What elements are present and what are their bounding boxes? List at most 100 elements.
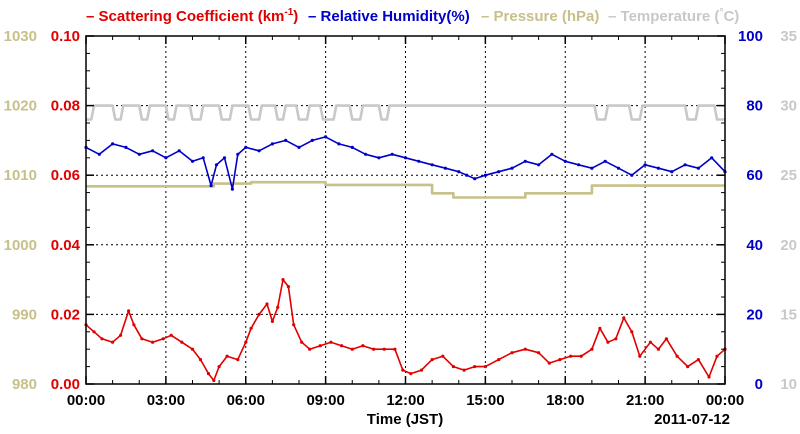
relative-humidity-point xyxy=(616,166,621,170)
scattering-tick-label: 0.10 xyxy=(51,28,80,45)
relative-humidity-point xyxy=(337,142,341,146)
legend-humidity: – Relative Humidity(%) xyxy=(308,8,470,25)
relative-humidity-point xyxy=(111,142,115,146)
relative-humidity-point xyxy=(417,159,421,163)
scattering-coefficient-point xyxy=(225,354,229,358)
scattering-coefficient-point xyxy=(100,337,104,341)
relative-humidity-point xyxy=(177,149,181,153)
relative-humidity-point xyxy=(201,156,205,160)
relative-humidity-point xyxy=(643,163,647,167)
scattering-coefficient-point xyxy=(286,285,290,289)
scattering-coefficient-point xyxy=(217,365,221,369)
scattering-coefficient-point xyxy=(696,358,701,362)
scattering-coefficient-point xyxy=(598,326,602,330)
relative-humidity-point xyxy=(284,138,288,142)
scattering-coefficient-point xyxy=(686,365,690,369)
x-tick-label: 00:00 xyxy=(67,392,105,409)
relative-humidity-point xyxy=(510,166,514,170)
relative-humidity-point xyxy=(443,166,447,170)
scattering-coefficient-point xyxy=(111,340,115,344)
scattering-coefficient-point xyxy=(161,337,165,341)
relative-humidity-point xyxy=(297,145,301,149)
relative-humidity-point xyxy=(497,170,501,174)
relative-humidity-point xyxy=(523,159,527,163)
scattering-coefficient-point xyxy=(92,330,96,334)
relative-humidity-point xyxy=(257,149,261,153)
temperature-line xyxy=(86,104,725,121)
scattering-coefficient-point xyxy=(409,372,413,376)
relative-humidity-point xyxy=(590,166,594,170)
scattering-coefficient-point xyxy=(318,344,322,348)
legend: – Scattering Coefficient (km-1) – Relati… xyxy=(86,7,739,25)
pressure-tick-label: 1020 xyxy=(4,98,37,115)
scattering-tick-label: 0.00 xyxy=(51,376,80,393)
x-tick-label: 00:00 xyxy=(706,392,744,409)
temperature-tick-label: 35 xyxy=(780,28,797,45)
humidity-tick-label: 100 xyxy=(738,28,763,45)
scattering-coefficient-point xyxy=(270,319,274,323)
relative-humidity-point xyxy=(124,145,128,149)
relative-humidity-point xyxy=(630,173,634,177)
scattering-coefficient-point xyxy=(265,302,269,306)
relative-humidity-point xyxy=(696,166,701,170)
legend-temperature: – Temperature (°C) xyxy=(608,7,739,25)
scattering-coefficient-point xyxy=(350,347,354,351)
scattering-coefficient-point xyxy=(206,372,211,376)
scattering-coefficient-point xyxy=(614,337,618,341)
scattering-coefficient-point xyxy=(257,312,261,316)
relative-humidity-point xyxy=(310,138,314,142)
scattering-coefficient-point xyxy=(308,347,312,351)
relative-humidity-point xyxy=(577,163,581,167)
scattering-coefficient-point xyxy=(656,347,661,351)
scattering-coefficient-point xyxy=(622,316,626,320)
humidity-tick-label: 0 xyxy=(755,376,763,393)
relative-humidity-point xyxy=(230,187,234,191)
scattering-coefficient-point xyxy=(579,354,583,358)
x-axis-label: Time (JST) xyxy=(367,411,443,428)
scattering-coefficient-point xyxy=(340,344,344,348)
temperature-tick-label: 10 xyxy=(780,376,797,393)
scattering-tick-label: 0.06 xyxy=(51,167,80,184)
scattering-coefficient-point xyxy=(638,354,642,358)
scattering-coefficient-point xyxy=(537,351,541,355)
scattering-coefficient-point xyxy=(441,354,445,358)
scattering-coefficient-point xyxy=(590,347,594,351)
scattering-coefficient-point xyxy=(190,347,195,351)
series-layer xyxy=(84,104,727,383)
scattering-coefficient-point xyxy=(451,365,455,369)
scattering-coefficient-point xyxy=(212,378,216,383)
pressure-tick-label: 1010 xyxy=(4,167,37,184)
relative-humidity-point xyxy=(97,152,101,156)
relative-humidity-point xyxy=(222,156,227,160)
relative-humidity-point xyxy=(151,149,155,153)
scattering-coefficient-point xyxy=(127,309,131,313)
scattering-coefficient-point xyxy=(675,354,679,358)
relative-humidity-point xyxy=(270,142,274,146)
humidity-tick-label: 80 xyxy=(746,98,763,115)
temperature-tick-label: 15 xyxy=(780,306,797,323)
scattering-coefficient-point xyxy=(276,305,280,309)
scattering-coefficient-point xyxy=(236,358,240,362)
relative-humidity-point xyxy=(656,166,661,170)
gridlines xyxy=(86,36,725,384)
relative-humidity-point xyxy=(190,159,195,163)
scattering-coefficient-point xyxy=(292,323,296,327)
scattering-coefficient-point xyxy=(401,368,405,372)
x-tick-label: 03:00 xyxy=(147,392,185,409)
scattering-coefficient-point xyxy=(664,337,669,341)
scattering-coefficient-point xyxy=(372,347,376,351)
relative-humidity-point xyxy=(710,156,714,160)
scattering-coefficient-point xyxy=(132,323,136,327)
scattering-tick-label: 0.08 xyxy=(51,98,80,115)
relative-humidity-point xyxy=(244,145,248,149)
relative-humidity-point xyxy=(390,152,394,156)
scattering-coefficient-point xyxy=(497,358,501,362)
date-label: 2011-07-12 xyxy=(654,411,730,428)
humidity-tick-label: 40 xyxy=(746,237,763,254)
scattering-coefficient-point xyxy=(558,358,562,362)
relative-humidity-point xyxy=(537,163,541,167)
relative-humidity-point xyxy=(403,156,408,160)
scattering-coefficient-point xyxy=(715,354,719,358)
scattering-coefficient-point xyxy=(329,340,333,344)
